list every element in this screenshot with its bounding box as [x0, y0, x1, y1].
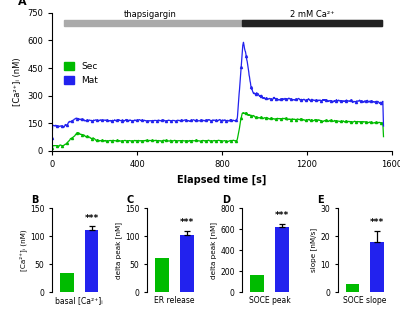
- Bar: [64, 20, 382, 26]
- Bar: [370, 242, 384, 292]
- Bar: [242, 20, 382, 26]
- Bar: [250, 275, 264, 292]
- Y-axis label: [Ca²⁺]ᵢ (nM): [Ca²⁺]ᵢ (nM): [12, 57, 22, 106]
- Text: thapsigargin: thapsigargin: [123, 10, 176, 19]
- Y-axis label: delta peak [nM]: delta peak [nM]: [116, 222, 122, 279]
- Bar: [346, 284, 359, 292]
- Text: ***: ***: [370, 218, 384, 228]
- Text: ***: ***: [180, 218, 194, 228]
- Y-axis label: delta peak [nM]: delta peak [nM]: [211, 222, 217, 279]
- Text: ***: ***: [275, 211, 289, 220]
- Legend: Sec, Mat: Sec, Mat: [60, 59, 102, 89]
- Text: E: E: [317, 195, 324, 205]
- Text: ***: ***: [84, 214, 99, 223]
- Text: C: C: [126, 195, 134, 205]
- Bar: [60, 273, 74, 292]
- X-axis label: SOCE peak: SOCE peak: [249, 296, 290, 305]
- Bar: [85, 230, 98, 292]
- X-axis label: basal [Ca²⁺]ᵢ: basal [Ca²⁺]ᵢ: [55, 296, 103, 305]
- X-axis label: ER release: ER release: [154, 296, 195, 305]
- Bar: [180, 235, 194, 292]
- Text: A: A: [18, 0, 27, 6]
- X-axis label: Elapsed time [s]: Elapsed time [s]: [177, 174, 267, 185]
- Text: 2 mM Ca²⁺: 2 mM Ca²⁺: [290, 10, 335, 19]
- Bar: [155, 257, 169, 292]
- Bar: [275, 227, 289, 292]
- Y-axis label: slope [nM/s]: slope [nM/s]: [311, 228, 318, 272]
- X-axis label: SOCE slope: SOCE slope: [343, 296, 386, 305]
- Text: B: B: [31, 195, 39, 205]
- Y-axis label: [Ca²⁺]ᵢ (nM): [Ca²⁺]ᵢ (nM): [19, 230, 27, 271]
- Text: D: D: [222, 195, 230, 205]
